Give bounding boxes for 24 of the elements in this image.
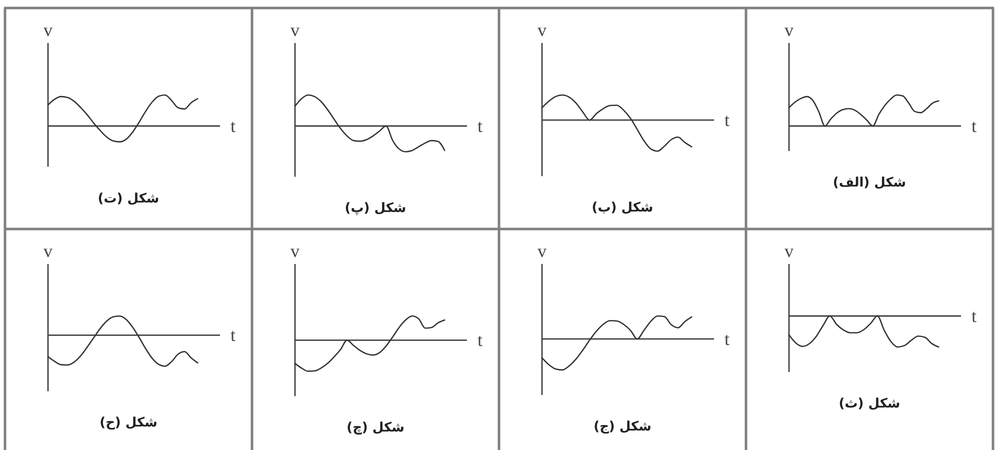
y-axis-title: v	[290, 20, 300, 40]
y-axis-title: v	[290, 241, 300, 261]
x-axis-title: t	[230, 116, 236, 136]
text: شکل (پ)	[344, 201, 406, 216]
x-axis-title: t	[230, 325, 236, 346]
text: شکل (ب)	[592, 200, 654, 216]
x-axis-title: t	[971, 306, 977, 326]
y-axis-title: v	[784, 20, 794, 40]
text: شکل (ج)	[594, 419, 652, 434]
x-axis-title: t	[477, 116, 483, 136]
y-axis-title: v	[538, 20, 546, 40]
text: شکل (ث)	[838, 396, 900, 412]
text: شکل (چ)	[346, 420, 404, 436]
x-axis-title: t	[971, 116, 977, 136]
x-axis-title: t	[724, 110, 730, 130]
text: شکل (ت)	[98, 191, 160, 206]
text: شکل (الف)	[832, 176, 906, 190]
y-axis-title: v	[44, 241, 52, 261]
y-axis-title: v	[44, 20, 52, 40]
y-axis-title: v	[538, 241, 546, 261]
x-axis-title: t	[477, 330, 483, 350]
text: شکل (ح)	[100, 416, 158, 431]
x-axis-title: t	[724, 328, 730, 349]
y-axis-title: v	[784, 241, 794, 261]
